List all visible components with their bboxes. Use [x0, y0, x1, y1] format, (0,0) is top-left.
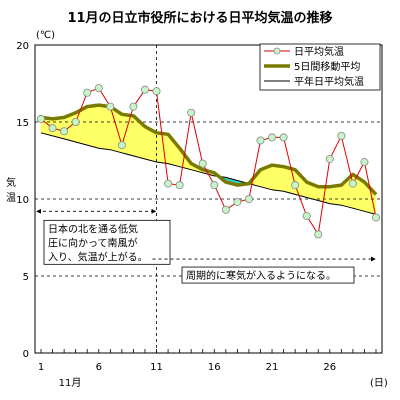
- series-markers: [37, 84, 380, 239]
- x-tick-label: 1: [38, 362, 44, 373]
- y-tick-label: 10: [16, 195, 29, 206]
- daily-point: [152, 87, 161, 96]
- chart-title: 11月の日立市役所における日平均気温の推移: [67, 10, 332, 26]
- legend-label-moving-avg: 5日間移動平均: [294, 60, 360, 73]
- month-label: 11月: [59, 377, 82, 389]
- x-tick-label: 26: [323, 362, 336, 373]
- y-axis-label: 気 温: [6, 176, 16, 204]
- legend: 日平均気温 5日間移動平均 平年日平均気温: [259, 43, 381, 91]
- annotation-layer: 日本の北を通る低気圧に向かって南風が入り、気温が上がる。周期的に寒気が入るように…: [36, 208, 376, 284]
- x-axis-ticks: 1 6 11 16 21 26: [38, 349, 377, 373]
- fill-layer: [40, 104, 377, 215]
- annotation-text: 周期的に寒気が入るようになる。: [186, 269, 336, 282]
- daily-point: [71, 118, 80, 127]
- daily-point: [233, 198, 242, 207]
- daily-point: [325, 154, 334, 163]
- daily-point: [187, 108, 196, 117]
- daily-point: [117, 141, 126, 150]
- x-tick-label: 21: [266, 362, 279, 373]
- x-tick-label: 6: [96, 362, 102, 373]
- x-tick-label: 11: [150, 362, 163, 373]
- daily-point: [210, 181, 219, 190]
- daily-point: [348, 179, 357, 188]
- daily-point: [60, 127, 69, 136]
- fill-above-normal: [86, 104, 100, 149]
- daily-point: [244, 194, 253, 203]
- y-tick-label: 5: [23, 272, 29, 283]
- daily-point: [140, 85, 149, 94]
- x-unit-label: (日): [370, 378, 388, 389]
- fill-above-normal: [98, 104, 111, 150]
- y-label-char-1: 気: [6, 176, 16, 189]
- y-axis-ticks: 0 5 10 15 20: [16, 41, 29, 360]
- unit-label: (℃): [36, 30, 55, 41]
- annotation-text: 圧に向かって南風が: [48, 236, 138, 249]
- daily-point: [83, 88, 92, 97]
- daily-point: [279, 133, 288, 142]
- annotation-box: [181, 266, 355, 284]
- y-tick-label: 15: [16, 118, 29, 129]
- fill-above-normal: [121, 114, 134, 157]
- daily-point: [291, 181, 300, 190]
- daily-point: [164, 179, 173, 188]
- daily-point: [371, 213, 380, 222]
- daily-point: [314, 230, 323, 239]
- y-tick-label: 20: [16, 41, 29, 52]
- daily-point: [106, 102, 115, 111]
- daily-point: [37, 114, 46, 123]
- fill-above-normal: [271, 164, 284, 192]
- daily-point: [198, 159, 207, 168]
- daily-point: [94, 84, 103, 93]
- annotation-text: 入り、気温が上がる。: [48, 250, 148, 263]
- legend-marker-daily: [273, 47, 281, 55]
- daily-point: [268, 133, 277, 142]
- annotation-box: [43, 219, 171, 265]
- plot-frame: [34, 44, 383, 354]
- daily-point: [360, 158, 369, 167]
- annotation-text: 日本の北を通る低気: [48, 222, 138, 235]
- daily-point: [302, 211, 311, 220]
- daily-point: [175, 181, 184, 190]
- y-label-char-2: 温: [6, 192, 16, 204]
- x-tick-label: 16: [208, 362, 221, 373]
- y-tick-label: 0: [23, 349, 29, 360]
- legend-label-normal: 平年日平均気温: [294, 75, 364, 88]
- daily-point: [129, 102, 138, 111]
- daily-point: [256, 136, 265, 145]
- daily-point: [48, 124, 57, 133]
- legend-label-daily: 日平均気温: [294, 45, 344, 58]
- daily-point: [221, 205, 230, 214]
- series-line-moving-avg: [40, 103, 378, 196]
- daily-point: [337, 131, 346, 140]
